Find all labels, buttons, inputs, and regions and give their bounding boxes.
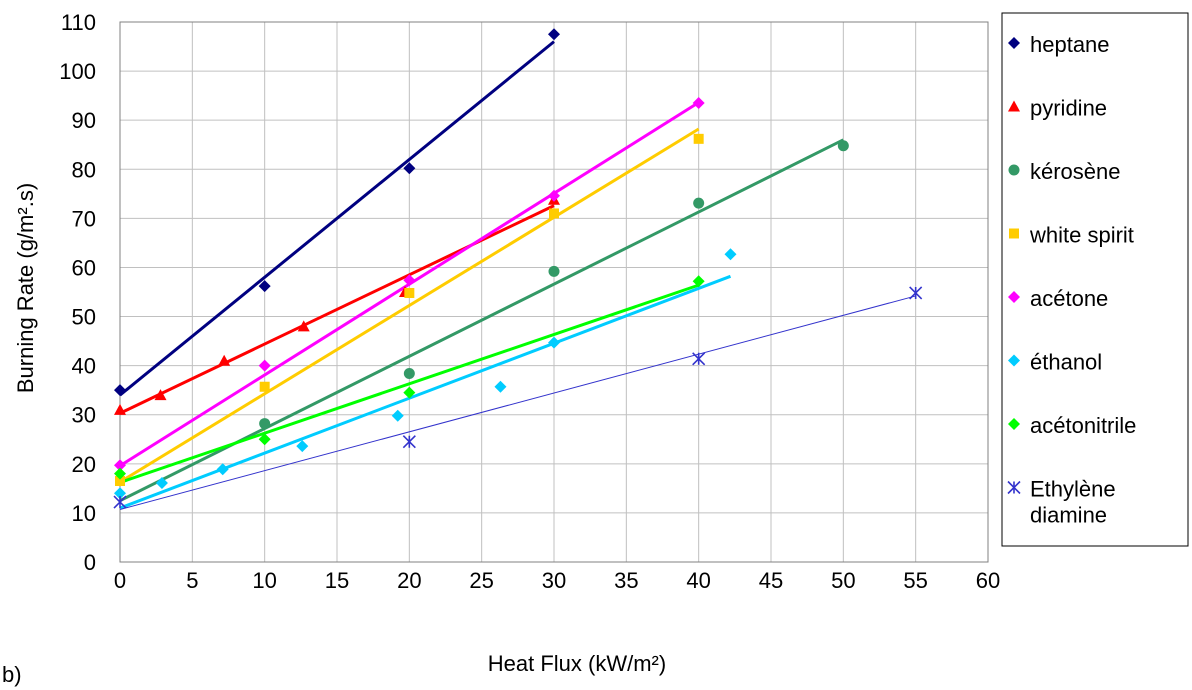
trendline-ethylene-diamine — [119, 295, 916, 510]
legend-marker-acetone — [1008, 291, 1020, 303]
y-tick-label: 100 — [59, 59, 96, 84]
y-tick-label: 40 — [72, 354, 96, 379]
legend-label-pyridine: pyridine — [1030, 96, 1107, 121]
data-point-white-spirit — [115, 476, 125, 486]
data-point-ethanol — [494, 380, 507, 393]
data-point-ethylene-diamine — [402, 435, 416, 449]
x-tick-label: 50 — [831, 568, 855, 593]
data-point-ethylene-diamine — [692, 352, 706, 366]
x-tick-label: 30 — [542, 568, 566, 593]
y-tick-label: 50 — [72, 305, 96, 330]
y-tick-label: 70 — [72, 206, 96, 231]
data-point-kerosene — [548, 265, 560, 277]
legend-marker-ethylene-diamine — [1007, 480, 1021, 495]
legend-label-ethylene-diamine: Ethylène diamine — [1030, 477, 1116, 528]
data-point-acetonitrile — [258, 433, 271, 446]
data-point-acetonitrile — [692, 275, 705, 288]
legend-label-acetonitrile: acétonitrile — [1030, 413, 1136, 438]
data-point-ethanol — [296, 440, 309, 453]
trendlines — [119, 40, 916, 510]
y-tick-label: 30 — [72, 403, 96, 428]
panel-label: b) — [2, 662, 22, 687]
x-tick-label: 35 — [614, 568, 638, 593]
x-tick-label: 40 — [686, 568, 710, 593]
data-point-ethanol — [114, 487, 126, 500]
y-axis-title: Burning Rate (g/m².s) — [13, 183, 38, 393]
x-tick-label: 10 — [252, 568, 276, 593]
legend-label-white-spirit: white spirit — [1029, 223, 1134, 248]
x-tick-label: 15 — [325, 568, 349, 593]
trendline-acetonitrile — [119, 283, 700, 484]
data-points — [113, 28, 923, 509]
data-point-white-spirit — [693, 133, 704, 144]
trendline-ethanol — [119, 274, 732, 510]
x-axis-title: Heat Flux (kW/m²) — [488, 651, 666, 676]
trendline-heptane — [119, 40, 555, 397]
data-point-heptane — [548, 28, 560, 41]
data-point-acetone — [114, 459, 126, 472]
data-point-acetone — [692, 97, 705, 109]
legend-marker-pyridine — [1008, 100, 1020, 112]
data-point-kerosene — [259, 418, 271, 430]
x-tick-label: 55 — [903, 568, 927, 593]
data-point-ethanol — [391, 409, 404, 422]
legend: heptane pyridine kérosène white spirit acéto… — [1007, 32, 1136, 528]
legend-label-ethanol: éthanol — [1030, 350, 1102, 375]
x-tick-label: 25 — [469, 568, 493, 593]
data-point-acetone — [403, 274, 416, 287]
data-point-ethanol — [548, 336, 560, 349]
data-point-ethanol — [216, 463, 229, 476]
legend-marker-ethanol — [1008, 354, 1020, 367]
data-point-heptane — [403, 162, 416, 175]
y-tick-label: 110 — [61, 10, 96, 35]
data-point-acetonitrile — [114, 467, 126, 480]
legend-box — [1001, 12, 1189, 547]
y-tick-label: 0 — [84, 550, 96, 575]
data-point-ethanol — [724, 248, 737, 261]
data-point-pyridine — [218, 354, 231, 366]
legend-marker-acetonitrile — [1008, 418, 1020, 430]
legend-marker-kerosene — [1008, 164, 1020, 176]
data-point-pyridine — [297, 320, 310, 332]
data-point-acetone — [258, 359, 271, 372]
legend-marker-heptane — [1008, 37, 1020, 49]
y-tick-label: 80 — [72, 157, 96, 182]
legend-label-kerosene: kérosène — [1030, 159, 1121, 184]
data-point-pyridine — [154, 389, 167, 401]
plot-area-border — [119, 21, 989, 563]
y-tick-label: 10 — [72, 501, 96, 526]
data-point-white-spirit — [404, 287, 415, 298]
data-point-ethylene-diamine — [909, 286, 923, 300]
data-point-kerosene — [403, 367, 415, 379]
data-point-kerosene — [837, 140, 849, 152]
data-point-white-spirit — [549, 208, 559, 219]
x-tick-label: 0 — [114, 568, 126, 593]
data-point-white-spirit — [259, 381, 270, 392]
data-point-acetone — [548, 189, 560, 202]
y-tick-label: 90 — [72, 108, 96, 133]
y-tick-label: 60 — [72, 255, 96, 280]
x-tick-label: 20 — [397, 568, 421, 593]
trendline-white-spirit — [119, 127, 700, 484]
x-tick-label: 5 — [186, 568, 198, 593]
legend-marker-white-spirit — [1009, 228, 1019, 239]
y-tick-label: 20 — [72, 452, 96, 477]
legend-label-heptane: heptane — [1030, 32, 1110, 57]
legend-label-acetone: acétone — [1030, 286, 1108, 311]
data-point-pyridine — [114, 403, 126, 415]
data-point-heptane — [114, 384, 126, 397]
x-tick-labels: 0 5 10 15 20 25 30 35 40 45 50 55 60 — [114, 568, 1000, 593]
y-tick-labels: 0 10 20 30 40 50 60 70 80 90 100 110 — [59, 10, 96, 575]
data-point-kerosene — [693, 197, 705, 209]
grid-lines — [119, 21, 989, 563]
data-point-ethanol — [155, 476, 168, 489]
x-tick-label: 60 — [976, 568, 1000, 593]
x-tick-label: 45 — [759, 568, 783, 593]
data-point-heptane — [258, 280, 271, 293]
data-point-ethylene-diamine — [113, 495, 127, 509]
data-point-acetonitrile — [403, 386, 416, 399]
